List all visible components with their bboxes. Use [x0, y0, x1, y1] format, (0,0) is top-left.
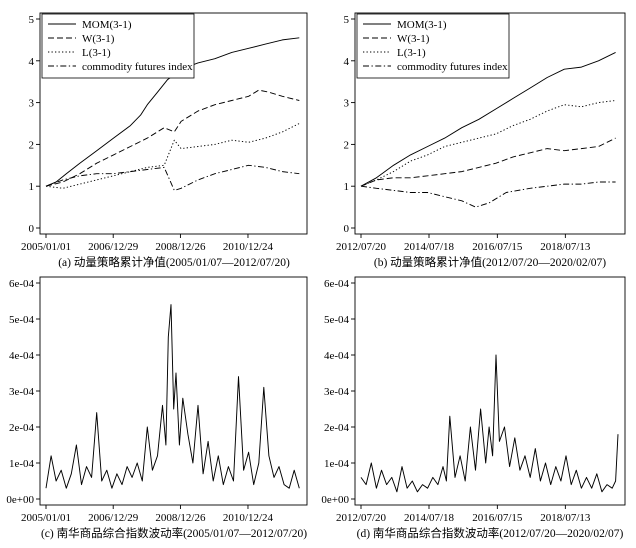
panel-d-y-tick-label: 2e-04 — [324, 422, 350, 434]
panel-b-y-tick-label: 2 — [344, 139, 350, 151]
panel-c-y-tick-label: 4e-04 — [9, 350, 35, 362]
panel-a-y-tick-label: 2 — [29, 139, 35, 151]
panel-a-legend-label: W(3-1) — [82, 33, 115, 45]
panel-d-y-tick-label: 5e-04 — [324, 314, 350, 326]
panel-a-legend-label: MOM(3-1) — [82, 19, 132, 31]
panel-b-x-tick-label: 2016/07/15 — [472, 241, 523, 253]
panel-d-x-tick-label: 2016/07/15 — [472, 512, 523, 524]
panel-d-series-volatility — [360, 354, 619, 493]
panel-b-cumulative-net-value-2012-2020: (b) 动量策略累计净值(2012/07/20—2020/02/07) 0 1 2 3… — [336, 12, 626, 269]
panel-a-caption: (a) 动量策略累计净值(2005/01/07—2012/07/20) — [58, 255, 290, 269]
panel-b-y-tick-label: 5 — [344, 14, 350, 26]
panel-c-nanhua-index-volatility-2005-2012: (c) 南华商品综合指数波动率(2005/01/07—2012/07/20) 0… — [6, 276, 308, 540]
panel-b-y-tick-label: 0 — [344, 223, 350, 235]
panel-a-legend-label: commodity futures index — [82, 61, 193, 73]
panel-b-caption: (b) 动量策略累计净值(2012/07/20—2020/02/07) — [374, 255, 606, 269]
panel-a-x-tick-label: 2005/01/01 — [21, 241, 71, 253]
panel-b-y-tick-label: 4 — [344, 56, 350, 68]
panel-c-series-volatility — [45, 304, 300, 489]
panel-c-y-tick-label: 1e-04 — [9, 458, 35, 470]
panel-a-series-mom-3-1 — [45, 37, 300, 187]
panel-c-y-tick-label: 5e-04 — [9, 314, 35, 326]
panel-b-x-tick-label: 2012/07/20 — [336, 241, 387, 253]
panel-a-y-tick-label: 3 — [29, 98, 35, 110]
panel-b-x-tick-label: 2014/07/18 — [404, 241, 455, 253]
panel-d-x-tick-label: 2018/07/13 — [540, 512, 591, 524]
panel-a-plot-frame — [39, 12, 308, 235]
panel-d-y-tick-label: 4e-04 — [324, 350, 350, 362]
panel-a-y-tick-label: 5 — [29, 14, 35, 26]
panel-d-y-tick-label: 0e+00 — [321, 494, 349, 506]
panel-a-series-commodity-futures-index — [45, 164, 300, 191]
panel-a-legend — [41, 13, 195, 79]
panel-b-legend-label: MOM(3-1) — [397, 19, 447, 31]
panel-c-y-tick-label: 3e-04 — [9, 386, 35, 398]
panel-b-plot-frame — [354, 12, 626, 235]
panel-b-legend-label: W(3-1) — [397, 33, 430, 45]
panel-a-legend-label: L(3-1) — [82, 47, 111, 59]
panel-a-cumulative-net-value-2005-2012: (a) 动量策略累计净值(2005/01/07—2012/07/20) 0 1 2 3… — [21, 12, 308, 269]
panel-a-y-tick-label: 4 — [29, 56, 35, 68]
panel-b-legend — [356, 13, 510, 79]
panel-b-series-mom-3-1 — [360, 51, 616, 187]
panel-b-y-tick-label: 1 — [344, 181, 350, 193]
panel-c-x-tick-label: 2006/12/29 — [88, 512, 139, 524]
panel-c-x-tick-label: 2005/01/01 — [21, 512, 71, 524]
panel-b-series-w-3-1 — [360, 137, 616, 187]
panel-a-x-tick-label: 2008/12/26 — [155, 241, 206, 253]
panel-b-x-tick-label: 2018/07/13 — [540, 241, 591, 253]
panel-b-legend-label: commodity futures index — [397, 61, 508, 73]
panel-d-plot-frame — [354, 276, 626, 506]
panel-b-legend-label: L(3-1) — [397, 47, 426, 59]
panel-d-nanhua-index-volatility-2012-2020: (d) 南华商品综合指数波动率(2012/07/20—2020/02/07) 0… — [321, 276, 626, 540]
panel-d-x-tick-label: 2014/07/18 — [404, 512, 455, 524]
panel-b-series-l-3-1 — [360, 100, 616, 187]
panel-d-y-tick-label: 3e-04 — [324, 386, 350, 398]
panel-d-caption: (d) 南华商品综合指数波动率(2012/07/20—2020/02/07) — [357, 526, 624, 540]
panel-c-x-tick-label: 2008/12/26 — [155, 512, 206, 524]
panel-d-y-tick-label: 6e-04 — [324, 278, 350, 290]
panel-b-series-commodity-futures-index — [360, 181, 616, 208]
panel-a-y-tick-label: 1 — [29, 181, 35, 193]
panel-b-y-tick-label: 3 — [344, 98, 350, 110]
panel-a-series-l-3-1 — [45, 123, 300, 189]
panel-d-x-tick-label: 2012/07/20 — [336, 512, 387, 524]
panel-a-series-w-3-1 — [45, 89, 300, 187]
panel-c-caption: (c) 南华商品综合指数波动率(2005/01/07—2012/07/20) — [41, 526, 307, 540]
panel-c-y-tick-label: 6e-04 — [9, 278, 35, 290]
panel-a-y-tick-label: 0 — [29, 223, 35, 235]
panel-c-x-tick-label: 2010/12/24 — [223, 512, 274, 524]
panel-a-x-tick-label: 2010/12/24 — [223, 241, 274, 253]
panel-c-y-tick-label: 0e+00 — [6, 494, 34, 506]
panel-a-x-tick-label: 2006/12/29 — [88, 241, 139, 253]
panel-d-y-tick-label: 1e-04 — [324, 458, 350, 470]
panel-c-y-tick-label: 2e-04 — [9, 422, 35, 434]
